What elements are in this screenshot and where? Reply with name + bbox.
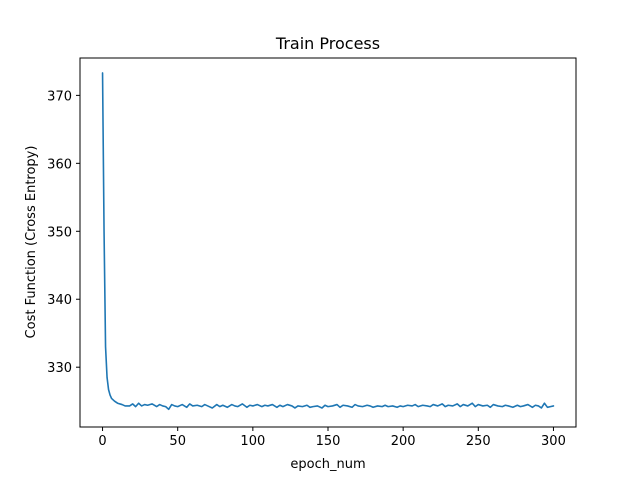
x-tick-label: 150 [316,434,341,449]
axes-frame [79,57,577,428]
y-tick-label: 350 [47,225,72,240]
y-tick-label: 340 [47,293,72,308]
x-axis-title: epoch_num [290,457,365,472]
x-axis-ticks: 0 50 100 150 200 250 300 [98,427,566,449]
x-tick-label: 0 [98,434,106,449]
y-tick-label: 330 [47,361,72,376]
y-tick-label: 360 [47,157,72,172]
x-tick-label: 200 [391,434,416,449]
chart-title: Train Process [275,34,380,53]
y-axis-ticks: 330 340 350 360 370 [47,89,80,376]
x-tick-label: 100 [240,434,265,449]
y-axis-title: Cost Function (Cross Entropy) [24,146,39,339]
series-line-0 [101,72,555,411]
y-tick-label: 370 [47,89,72,104]
x-tick-label: 50 [169,434,186,449]
x-tick-label: 250 [466,434,491,449]
x-tick-label: 300 [541,434,566,449]
plot-area [101,72,555,411]
